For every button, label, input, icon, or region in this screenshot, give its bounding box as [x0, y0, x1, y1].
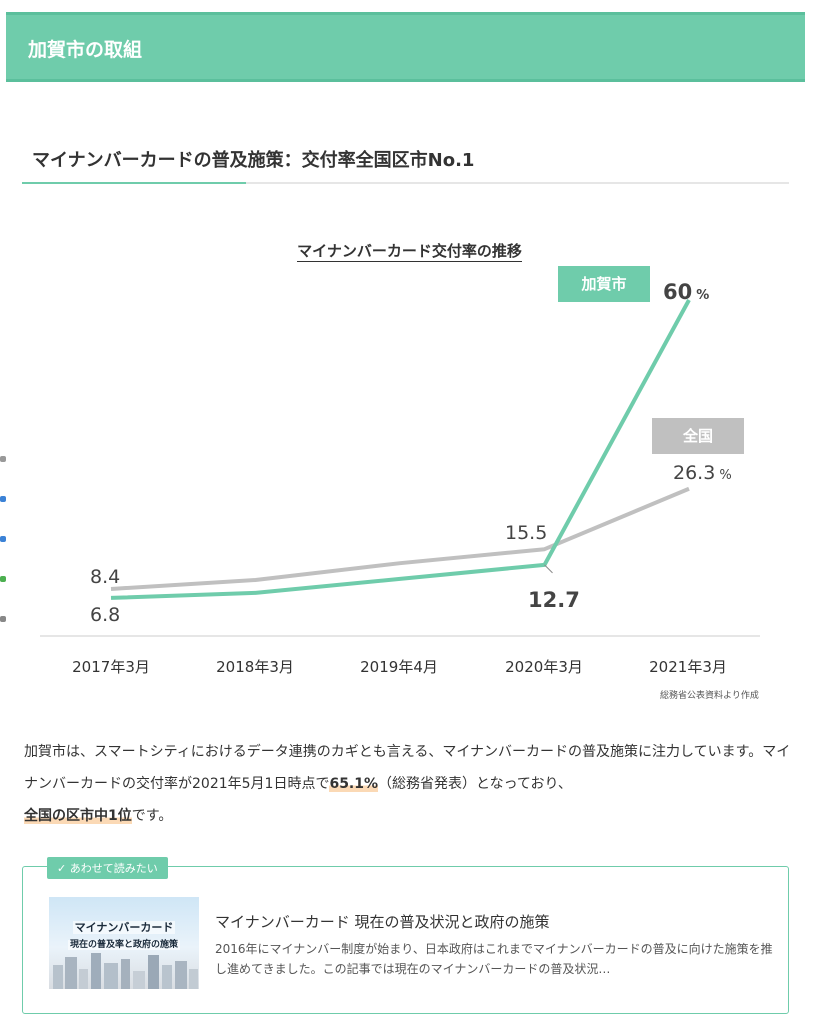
heading-underline-accent — [22, 182, 246, 184]
section-header: 加賀市の取組 — [6, 12, 805, 82]
thumb-subtitle: 現在の普及率と政府の施策 — [67, 940, 180, 950]
body-paragraph: 加賀市は、スマートシティにおけるデータ連携のカギとも言える、マイナンバーカードの… — [24, 736, 794, 832]
paragraph-text: です。 — [131, 808, 173, 824]
label-all-2021: 26.3% — [673, 462, 732, 484]
heading-underline — [22, 182, 789, 184]
highlight-rate: 65.1% — [329, 776, 379, 792]
label-all-2020: 15.5 — [505, 522, 548, 544]
highlight-rank: 全国の区市中1位 — [24, 808, 132, 824]
label-kaga-2021: 60% — [663, 280, 710, 304]
related-title[interactable]: マイナンバーカード 現在の普及状況と政府の施策 — [215, 913, 550, 931]
xtick: 2018年3月 — [216, 658, 294, 676]
sub-heading: マイナンバーカードの普及施策：交付率全国区市No.1 — [32, 150, 475, 171]
section-title: 加賀市の取組 — [28, 39, 143, 61]
series-line-kaga — [110, 299, 691, 600]
chart: マイナンバーカード交付率の推移 加賀市 全国 8.4 6.8 15.5 12.7… — [0, 200, 819, 710]
paragraph-text: 加賀市は、スマートシティにおけるデータ連携のカギとも言える、マイナンバーカードの… — [24, 744, 791, 792]
related-description: 2016年にマイナンバー制度が始まり、日本政府はこれまでマイナンバーカードの普及… — [215, 942, 773, 976]
side-share-marks — [0, 440, 8, 640]
source-note: 総務省公表資料より作成 — [660, 691, 759, 701]
chart-svg — [40, 299, 760, 637]
label-all-2017: 8.4 — [90, 566, 121, 588]
related-tag: ✓ あわせて読みたい — [47, 857, 168, 879]
related-article-card[interactable]: ✓ あわせて読みたい マイナンバーカード 現在の普及率と政府の施策 マイナンバー… — [22, 857, 789, 1014]
related-thumbnail[interactable]: マイナンバーカード 現在の普及率と政府の施策 — [49, 897, 199, 989]
legend-kaga: 加賀市 — [558, 266, 650, 302]
xtick: 2020年3月 — [505, 658, 583, 676]
chart-title: マイナンバーカード交付率の推移 — [297, 242, 522, 262]
legend-all: 全国 — [652, 418, 744, 454]
label-kaga-2017: 6.8 — [90, 604, 121, 626]
city-skyline-icon — [53, 953, 198, 989]
thumb-title: マイナンバーカード — [72, 921, 176, 934]
label-kaga-2020: 12.7 — [528, 588, 580, 612]
series-line-all — [110, 486, 690, 591]
paragraph-text: （総務省発表）となっており、 — [378, 776, 572, 792]
xtick: 2019年4月 — [360, 658, 438, 676]
xtick: 2021年3月 — [649, 658, 727, 676]
xtick: 2017年3月 — [72, 658, 150, 676]
label-leader-tick — [544, 564, 553, 574]
